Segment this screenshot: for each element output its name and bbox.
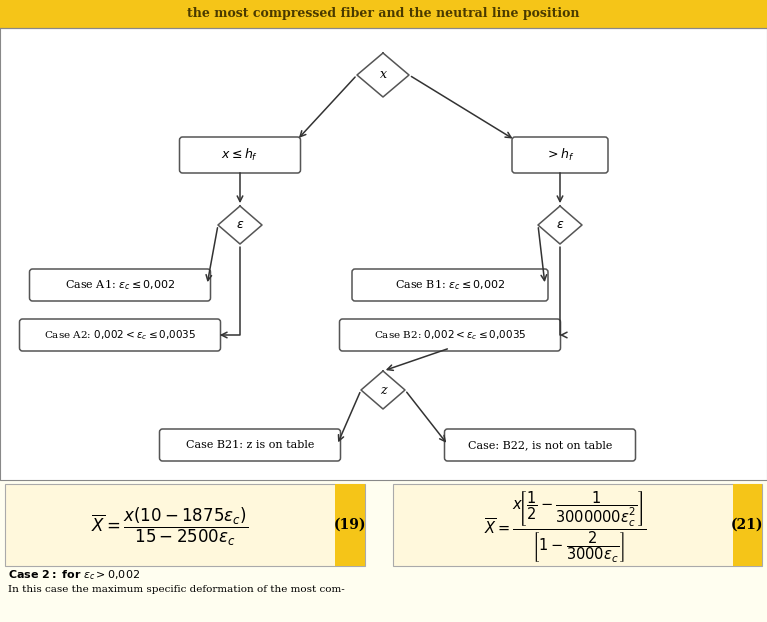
- FancyBboxPatch shape: [445, 429, 636, 461]
- Text: Case B21: z is on table: Case B21: z is on table: [186, 440, 314, 450]
- Text: Case B1: $\varepsilon_c \leq 0{,}002$: Case B1: $\varepsilon_c \leq 0{,}002$: [395, 278, 505, 292]
- FancyBboxPatch shape: [179, 137, 301, 173]
- Text: $\overline{X} = \dfrac{x(10-1875\varepsilon_c)}{15-2500\varepsilon_c}$: $\overline{X} = \dfrac{x(10-1875\varepsi…: [91, 506, 249, 548]
- Text: (21): (21): [731, 518, 763, 532]
- Text: $\overline{X} = \dfrac{x\!\left[\dfrac{1}{2}-\dfrac{1}{3000000\varepsilon_c^2}\r: $\overline{X} = \dfrac{x\!\left[\dfrac{1…: [483, 490, 647, 565]
- FancyBboxPatch shape: [160, 429, 341, 461]
- Text: In this case the maximum specific deformation of the most com-: In this case the maximum specific deform…: [8, 585, 344, 595]
- Text: $\varepsilon$: $\varepsilon$: [235, 218, 244, 231]
- Bar: [0, 0, 767, 28]
- FancyBboxPatch shape: [512, 137, 608, 173]
- Bar: [0, 28, 767, 480]
- Text: Case: B22, is not on table: Case: B22, is not on table: [468, 440, 612, 450]
- Text: z: z: [380, 384, 387, 396]
- Text: $x \leq h_f$: $x \leq h_f$: [222, 147, 258, 163]
- Text: Case A1: $\varepsilon_c \leq 0{,}002$: Case A1: $\varepsilon_c \leq 0{,}002$: [65, 278, 175, 292]
- Bar: [5, 484, 365, 566]
- Text: Case A2: $0{,}002 < \varepsilon_c \leq 0{,}0035$: Case A2: $0{,}002 < \varepsilon_c \leq 0…: [44, 328, 196, 342]
- Bar: [0, 480, 767, 622]
- Text: $\varepsilon$: $\varepsilon$: [556, 218, 565, 231]
- Text: $\mathbf{Case\ 2:\ for}$ $\varepsilon_c > 0{,}002$: $\mathbf{Case\ 2:\ for}$ $\varepsilon_c …: [8, 568, 140, 582]
- Text: the most compressed fiber and the neutral line position: the most compressed fiber and the neutra…: [186, 7, 579, 21]
- FancyBboxPatch shape: [340, 319, 561, 351]
- Polygon shape: [538, 206, 582, 244]
- Text: (19): (19): [334, 518, 367, 532]
- FancyBboxPatch shape: [29, 269, 210, 301]
- FancyBboxPatch shape: [19, 319, 220, 351]
- Text: $> h_f$: $> h_f$: [545, 147, 574, 163]
- Bar: [733, 484, 762, 566]
- Polygon shape: [357, 53, 409, 97]
- Text: Case B2: $0{,}002 < \varepsilon_c \leq 0{,}0035$: Case B2: $0{,}002 < \varepsilon_c \leq 0…: [374, 328, 526, 342]
- Bar: [335, 484, 365, 566]
- Text: x: x: [380, 68, 387, 81]
- FancyBboxPatch shape: [352, 269, 548, 301]
- Polygon shape: [218, 206, 262, 244]
- Bar: [393, 484, 762, 566]
- Polygon shape: [361, 371, 405, 409]
